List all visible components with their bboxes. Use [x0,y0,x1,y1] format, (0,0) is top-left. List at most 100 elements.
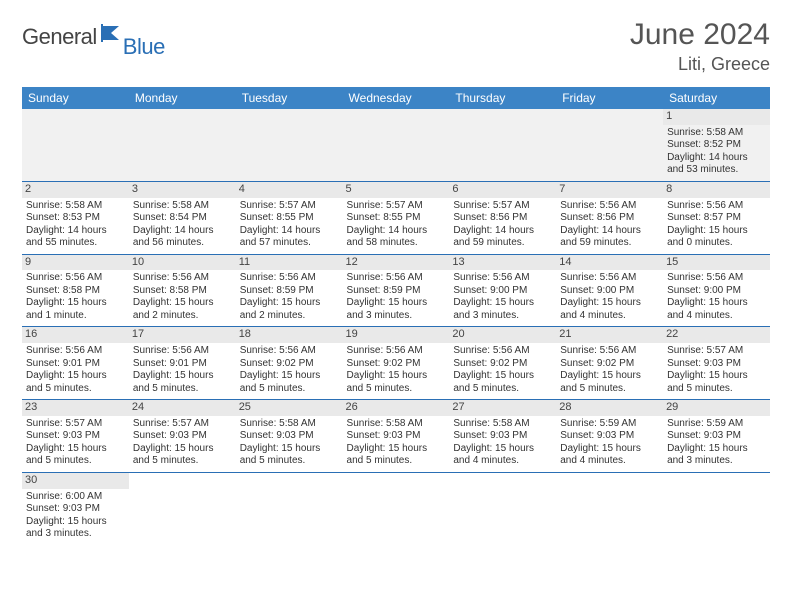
sunrise-text: Sunrise: 5:58 AM [240,418,339,431]
sunrise-text: Sunrise: 5:56 AM [347,272,446,285]
calendar-cell: 11Sunrise: 5:56 AMSunset: 8:59 PMDayligh… [236,254,343,327]
sunset-text: Sunset: 9:00 PM [667,285,766,298]
daylight-text: Daylight: 15 hours and 5 minutes. [26,443,125,468]
calendar-cell [449,472,556,544]
calendar-cell: 5Sunrise: 5:57 AMSunset: 8:55 PMDaylight… [343,181,450,254]
sunset-text: Sunset: 8:55 PM [240,212,339,225]
sunrise-text: Sunrise: 5:59 AM [560,418,659,431]
sunset-text: Sunset: 9:03 PM [667,430,766,443]
sunrise-text: Sunrise: 5:56 AM [453,345,552,358]
title-block: June 2024 Liti, Greece [630,18,770,75]
sunrise-text: Sunrise: 5:57 AM [347,200,446,213]
sunrise-text: Sunrise: 5:56 AM [560,345,659,358]
sunset-text: Sunset: 8:53 PM [26,212,125,225]
sunset-text: Sunset: 9:03 PM [347,430,446,443]
sunrise-text: Sunrise: 5:56 AM [240,272,339,285]
header: General Blue June 2024 Liti, Greece [22,18,770,75]
sunset-text: Sunset: 9:03 PM [26,503,125,516]
day-number: 16 [22,327,129,343]
calendar-cell: 27 Sunrise: 5:58 AMSunset: 9:03 PMDayligh… [449,400,556,473]
daylight-text: Daylight: 15 hours and 5 minutes. [453,370,552,395]
day-number: 27 [449,400,556,416]
calendar-cell: 17Sunrise: 5:56 AMSunset: 9:01 PMDayligh… [129,327,236,400]
day-number: 1 [663,109,770,125]
sunrise-text: Sunrise: 5:58 AM [453,418,552,431]
day-number: 7 [556,182,663,198]
calendar-cell [129,472,236,544]
sunrise-text: Sunrise: 5:57 AM [133,418,232,431]
daylight-text: Daylight: 15 hours and 4 minutes. [453,443,552,468]
calendar-cell: 28Sunrise: 5:59 AMSunset: 9:03 PMDayligh… [556,400,663,473]
daylight-text: Daylight: 15 hours and 5 minutes. [347,443,446,468]
sunset-text: Sunset: 8:59 PM [240,285,339,298]
calendar-cell [129,109,236,181]
daylight-text: Daylight: 14 hours and 57 minutes. [240,225,339,250]
calendar-row: 23Sunrise: 5:57 AMSunset: 9:03 PMDayligh… [22,400,770,473]
day-number: 2 [22,182,129,198]
day-number: 25 [236,400,343,416]
sunset-text: Sunset: 9:03 PM [667,358,766,371]
sunset-text: Sunset: 9:01 PM [26,358,125,371]
sunrise-text: Sunrise: 5:58 AM [133,200,232,213]
calendar-cell [663,472,770,544]
sunset-text: Sunset: 8:58 PM [26,285,125,298]
day-number: 13 [449,255,556,271]
day-number: 26 [343,400,450,416]
calendar-cell [343,109,450,181]
calendar-body: 1Sunrise: 5:58 AMSunset: 8:52 PMDaylight… [22,109,770,545]
calendar-cell: 3Sunrise: 5:58 AMSunset: 8:54 PMDaylight… [129,181,236,254]
month-title: June 2024 [630,18,770,52]
daylight-text: Daylight: 15 hours and 2 minutes. [133,297,232,322]
sunset-text: Sunset: 8:57 PM [667,212,766,225]
daylight-text: Daylight: 14 hours and 59 minutes. [453,225,552,250]
day-number: 5 [343,182,450,198]
sunrise-text: Sunrise: 5:58 AM [26,200,125,213]
day-number: 23 [22,400,129,416]
day-number: 19 [343,327,450,343]
calendar-cell: 1Sunrise: 5:58 AMSunset: 8:52 PMDaylight… [663,109,770,181]
calendar-cell: 14Sunrise: 5:56 AMSunset: 9:00 PMDayligh… [556,254,663,327]
day-number: 6 [449,182,556,198]
location: Liti, Greece [630,54,770,75]
sunrise-text: Sunrise: 5:58 AM [347,418,446,431]
daylight-text: Daylight: 14 hours and 56 minutes. [133,225,232,250]
day-number: 15 [663,255,770,271]
daylight-text: Daylight: 14 hours and 59 minutes. [560,225,659,250]
calendar-cell [556,109,663,181]
brand-logo: General Blue [22,24,165,50]
sunset-text: Sunset: 9:02 PM [240,358,339,371]
daylight-text: Daylight: 15 hours and 1 minute. [26,297,125,322]
sunset-text: Sunset: 9:00 PM [453,285,552,298]
calendar-table: SundayMondayTuesdayWednesdayThursdayFrid… [22,87,770,545]
calendar-cell [236,109,343,181]
calendar-cell: 26 Sunrise: 5:58 AMSunset: 9:03 PMDayligh… [343,400,450,473]
day-number: 28 [556,400,663,416]
sunrise-text: Sunrise: 5:58 AM [667,127,766,140]
calendar-cell: 7Sunrise: 5:56 AMSunset: 8:56 PMDaylight… [556,181,663,254]
calendar-cell: 25Sunrise: 5:58 AMSunset: 9:03 PMDayligh… [236,400,343,473]
day-number: 24 [129,400,236,416]
day-number: 3 [129,182,236,198]
calendar-cell [449,109,556,181]
day-number: 9 [22,255,129,271]
day-number: 4 [236,182,343,198]
calendar-cell: 10Sunrise: 5:56 AMSunset: 8:58 PMDayligh… [129,254,236,327]
sunset-text: Sunset: 8:58 PM [133,285,232,298]
daylight-text: Daylight: 15 hours and 3 minutes. [26,516,125,541]
weekday-header: Sunday [22,87,129,109]
day-number: 11 [236,255,343,271]
day-number: 20 [449,327,556,343]
daylight-text: Daylight: 15 hours and 4 minutes. [667,297,766,322]
sunrise-text: Sunrise: 5:56 AM [347,345,446,358]
calendar-cell: 23Sunrise: 5:57 AMSunset: 9:03 PMDayligh… [22,400,129,473]
daylight-text: Daylight: 15 hours and 5 minutes. [560,370,659,395]
daylight-text: Daylight: 15 hours and 4 minutes. [560,443,659,468]
sunrise-text: Sunrise: 5:56 AM [26,345,125,358]
day-number: 17 [129,327,236,343]
sunset-text: Sunset: 9:03 PM [453,430,552,443]
day-number: 12 [343,255,450,271]
day-number: 10 [129,255,236,271]
calendar-cell: 2Sunrise: 5:58 AMSunset: 8:53 PMDaylight… [22,181,129,254]
daylight-text: Daylight: 15 hours and 5 minutes. [667,370,766,395]
sunrise-text: Sunrise: 5:59 AM [667,418,766,431]
